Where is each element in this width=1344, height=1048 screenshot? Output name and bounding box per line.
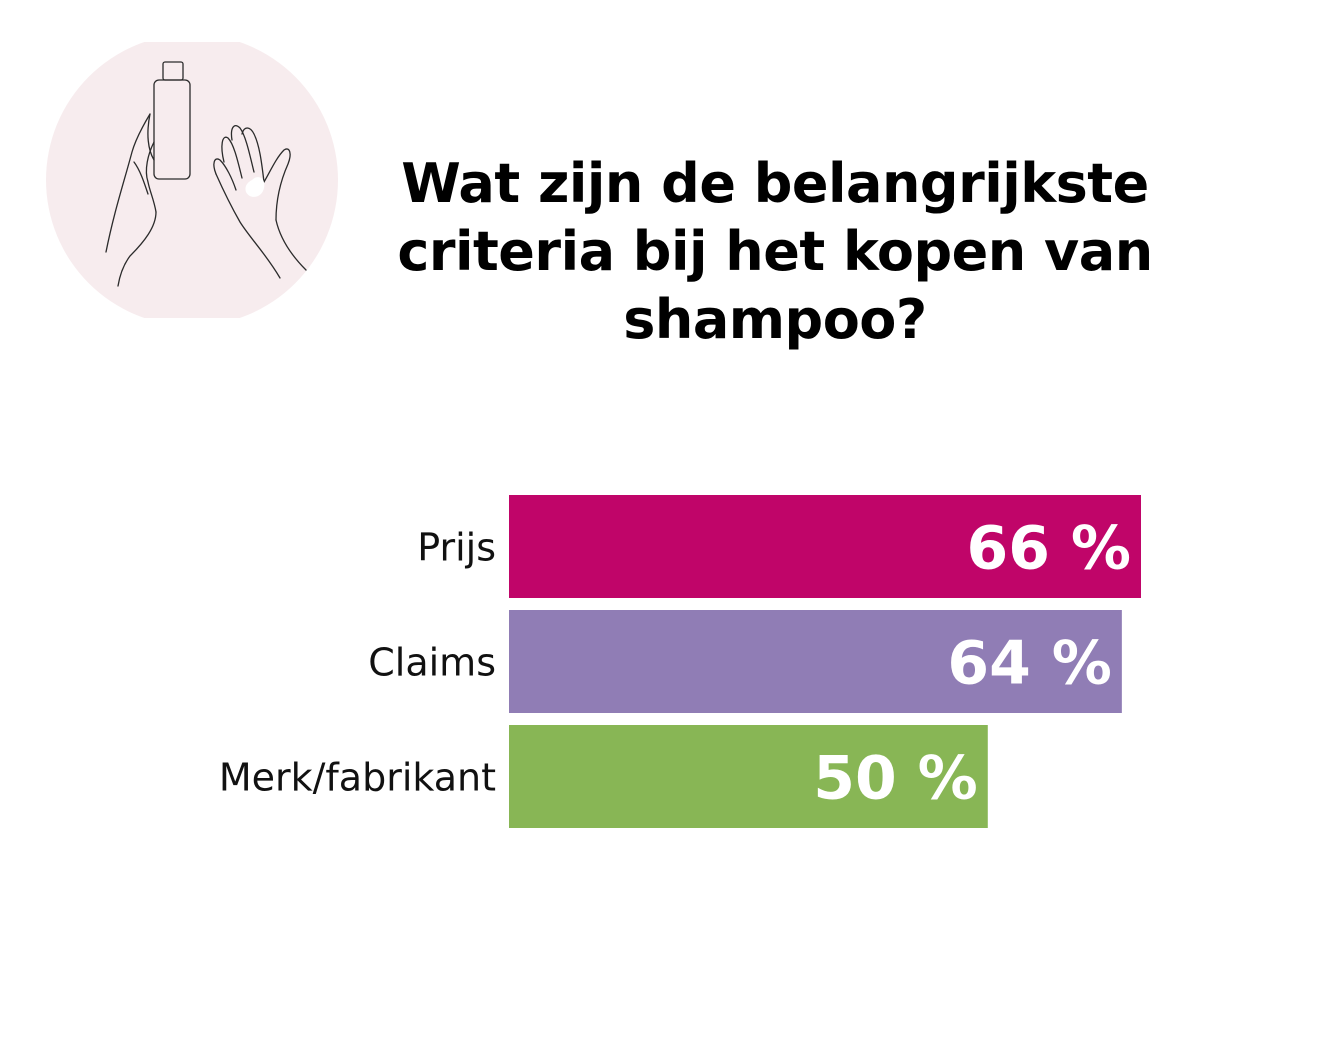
chart-title-line-3: shampoo? [623,288,927,351]
chart-title: Wat zijn de belangrijkste criteria bij h… [300,150,1250,354]
category-label: Prijs [417,526,496,570]
bottle-body-icon [153,79,191,180]
chart-title-line-1: Wat zijn de belangrijkste [401,152,1149,215]
value-label: 50 % [813,744,978,814]
shampoo-drop-icon [245,177,265,197]
category-label: Merk/fabrikant [219,756,496,800]
value-label: 66 % [966,514,1131,584]
illustration-background [46,34,338,326]
chart-title-line-2: criteria bij het kopen van [397,220,1153,283]
hands-with-shampoo-bottle-icon [44,34,340,326]
category-label: Claims [368,641,496,685]
value-label: 64 % [947,629,1112,699]
bar-merk-fabrikant [509,725,988,828]
bar-prijs [509,495,1141,598]
bar-claims [509,610,1122,713]
